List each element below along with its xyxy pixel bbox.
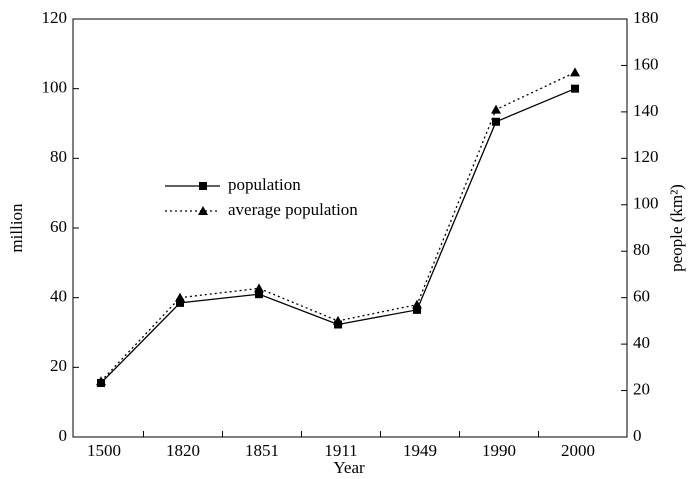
x-tick-label: 1500 bbox=[87, 441, 121, 460]
series-line bbox=[100, 88, 576, 384]
point bbox=[570, 67, 580, 77]
x-tick-label: 1990 bbox=[482, 441, 516, 460]
x-tick-label: 1949 bbox=[403, 441, 437, 460]
point bbox=[255, 290, 263, 299]
x-tick-label: 1820 bbox=[166, 441, 200, 460]
x-axis-label: Year bbox=[333, 458, 365, 477]
point bbox=[413, 305, 421, 314]
y2-tick-label: 180 bbox=[633, 8, 659, 27]
point bbox=[198, 206, 208, 215]
point bbox=[175, 292, 185, 302]
y-tick-label: 120 bbox=[42, 8, 68, 27]
y2-tick-label: 100 bbox=[633, 194, 659, 213]
point bbox=[492, 117, 500, 126]
y2-tick-label: 140 bbox=[633, 101, 659, 120]
y2-tick-label: 0 bbox=[633, 426, 642, 445]
point bbox=[96, 376, 106, 386]
y2-tick-label: 120 bbox=[633, 147, 659, 166]
x-tick-label: 2000 bbox=[561, 441, 595, 460]
y2-tick-label: 160 bbox=[633, 54, 659, 73]
y-tick-label: 80 bbox=[50, 147, 67, 166]
y2-tick-label: 40 bbox=[633, 333, 650, 352]
point bbox=[571, 84, 579, 93]
point bbox=[254, 283, 264, 293]
point bbox=[333, 315, 343, 325]
y-axis-label: million bbox=[7, 203, 26, 253]
legend-label: average population bbox=[228, 200, 358, 219]
y-tick-label: 0 bbox=[59, 426, 68, 445]
plot-frame bbox=[72, 18, 628, 438]
y2-tick-label: 80 bbox=[633, 240, 650, 259]
y2-axis-label: people (km²) bbox=[667, 184, 686, 272]
y2-tick-label: 60 bbox=[633, 287, 650, 306]
point bbox=[176, 298, 184, 307]
y2-tick-label: 20 bbox=[633, 379, 650, 398]
x-tick-label: 1851 bbox=[245, 441, 279, 460]
point bbox=[199, 182, 207, 190]
legend-label: population bbox=[228, 175, 301, 194]
point bbox=[491, 104, 501, 114]
y-tick-label: 60 bbox=[50, 217, 67, 236]
point bbox=[412, 299, 422, 309]
y-tick-label: 100 bbox=[42, 78, 68, 97]
x-tick-label: 1911 bbox=[324, 441, 357, 460]
y-tick-label: 40 bbox=[50, 287, 67, 306]
y-tick-label: 20 bbox=[50, 356, 67, 375]
